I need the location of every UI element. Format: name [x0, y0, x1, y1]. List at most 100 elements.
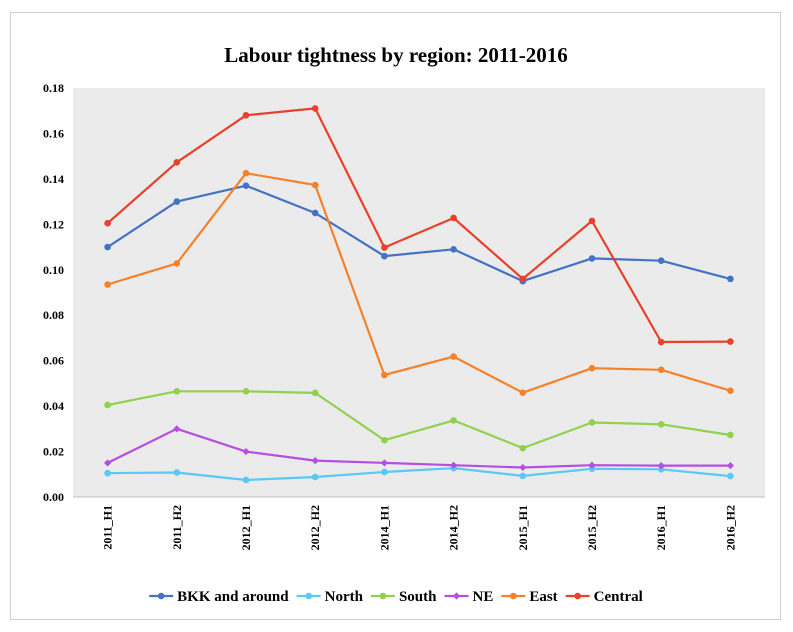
- data-point-north: [311, 473, 319, 481]
- data-point-central: [657, 338, 665, 346]
- data-point-south: [311, 389, 319, 397]
- data-point-bkk-and-around: [311, 209, 319, 217]
- series-line-central: [106, 107, 731, 344]
- legend-item-ne: NE: [444, 589, 493, 605]
- data-point-east: [173, 260, 181, 267]
- data-point-central: [450, 214, 457, 222]
- legend-swatch-marker: [510, 592, 517, 600]
- legend-label: Central: [594, 589, 643, 605]
- x-tick-label: 2016_H2: [723, 505, 737, 550]
- data-point-east: [311, 181, 319, 189]
- x-tick-label: 2015_H2: [585, 505, 599, 550]
- axes: 0.00 0.02 0.04 0.06 0.08 0.10 0.12 0.14 0.16 0.18…: [43, 81, 765, 550]
- data-point-bkk-and-around: [450, 246, 457, 253]
- x-tick-label: 2016_H1: [654, 505, 668, 550]
- y-tick-label: 0.08: [43, 308, 64, 322]
- legend-item-central: Central: [565, 589, 643, 605]
- legend-label: North: [325, 589, 364, 605]
- data-point-south: [173, 388, 181, 395]
- x-tick-label: 2014_H1: [377, 505, 391, 550]
- series-south: [104, 388, 734, 452]
- y-tick-label: 0.14: [43, 172, 64, 186]
- data-point-bkk-and-around: [588, 255, 596, 262]
- data-point-ne: [588, 461, 596, 469]
- data-point-south: [727, 431, 734, 439]
- data-point-ne: [726, 462, 734, 470]
- data-point-central: [519, 275, 527, 283]
- legend-item-east: East: [501, 589, 558, 605]
- series-line-south: [107, 390, 731, 450]
- series-layer: [104, 105, 734, 484]
- legend-item-north: North: [296, 589, 364, 605]
- y-tick-label: 0.00: [43, 490, 64, 504]
- legend-swatch-marker: [574, 592, 581, 600]
- legend-label: NE: [472, 589, 493, 605]
- data-point-bkk-and-around: [104, 243, 111, 251]
- chart-title: Labour tightness by region: 2011-2016: [224, 43, 567, 67]
- data-point-south: [450, 417, 457, 424]
- data-point-bkk-and-around: [657, 257, 665, 264]
- series-line-bkk-and-around: [106, 184, 731, 283]
- y-tick-label: 0.06: [43, 354, 64, 368]
- data-point-south: [657, 420, 665, 428]
- data-point-central: [173, 159, 181, 166]
- data-point-south: [381, 436, 388, 444]
- series-line-ne: [107, 427, 731, 469]
- plot-area: [73, 88, 765, 497]
- data-point-ne: [380, 459, 388, 467]
- data-point-south: [104, 401, 111, 409]
- data-point-central: [242, 111, 250, 119]
- x-tick-label: 2011_H1: [101, 505, 115, 550]
- x-tick-label: 2012_H1: [239, 505, 253, 550]
- data-point-central: [727, 338, 734, 345]
- data-point-ne: [242, 447, 250, 456]
- data-point-central: [588, 217, 596, 225]
- data-point-north: [104, 469, 111, 477]
- data-point-ne: [450, 461, 458, 469]
- data-point-south: [588, 419, 596, 426]
- data-point-east: [727, 387, 734, 394]
- data-point-north: [381, 468, 388, 476]
- data-point-central: [311, 105, 319, 112]
- data-point-ne: [657, 462, 665, 470]
- series-east: [104, 169, 734, 397]
- data-point-east: [519, 389, 527, 397]
- data-point-ne: [173, 425, 181, 433]
- x-tick-label: 2014_H2: [447, 505, 461, 550]
- data-point-bkk-and-around: [173, 198, 181, 205]
- data-point-north: [588, 465, 596, 473]
- data-point-north: [242, 476, 250, 484]
- data-point-east: [657, 366, 665, 374]
- x-tick-label: 2015_H1: [516, 505, 530, 550]
- legend-swatch-marker: [157, 592, 165, 600]
- data-point-south: [242, 388, 250, 395]
- data-point-south: [519, 444, 527, 452]
- series-ne: [104, 425, 734, 472]
- data-point-ne: [311, 457, 319, 465]
- y-tick-label: 0.10: [43, 263, 64, 277]
- legend-swatch-marker: [379, 592, 387, 600]
- data-point-north: [727, 472, 734, 480]
- data-point-east: [588, 364, 596, 372]
- legend-label: South: [399, 589, 437, 605]
- data-point-north: [657, 465, 665, 473]
- data-point-ne: [104, 459, 112, 467]
- data-point-central: [104, 219, 111, 227]
- legend: BKK and around North South NE East Central: [149, 589, 643, 605]
- data-point-east: [381, 371, 388, 379]
- series-line-north: [107, 467, 731, 482]
- legend-item-south: South: [370, 589, 437, 605]
- legend-item-bkk-and-around: BKK and around: [149, 589, 289, 605]
- legend-label: BKK and around: [177, 589, 289, 605]
- legend-swatch-marker: [452, 592, 461, 600]
- data-point-ne: [519, 463, 527, 472]
- series-central: [104, 105, 734, 346]
- y-tick-label: 0.16: [43, 126, 64, 140]
- data-point-north: [519, 472, 527, 480]
- data-point-east: [104, 281, 111, 288]
- data-point-bkk-and-around: [727, 275, 734, 283]
- y-tick-label: 0.02: [43, 445, 64, 459]
- series-line-east: [107, 172, 731, 394]
- data-point-north: [173, 469, 181, 476]
